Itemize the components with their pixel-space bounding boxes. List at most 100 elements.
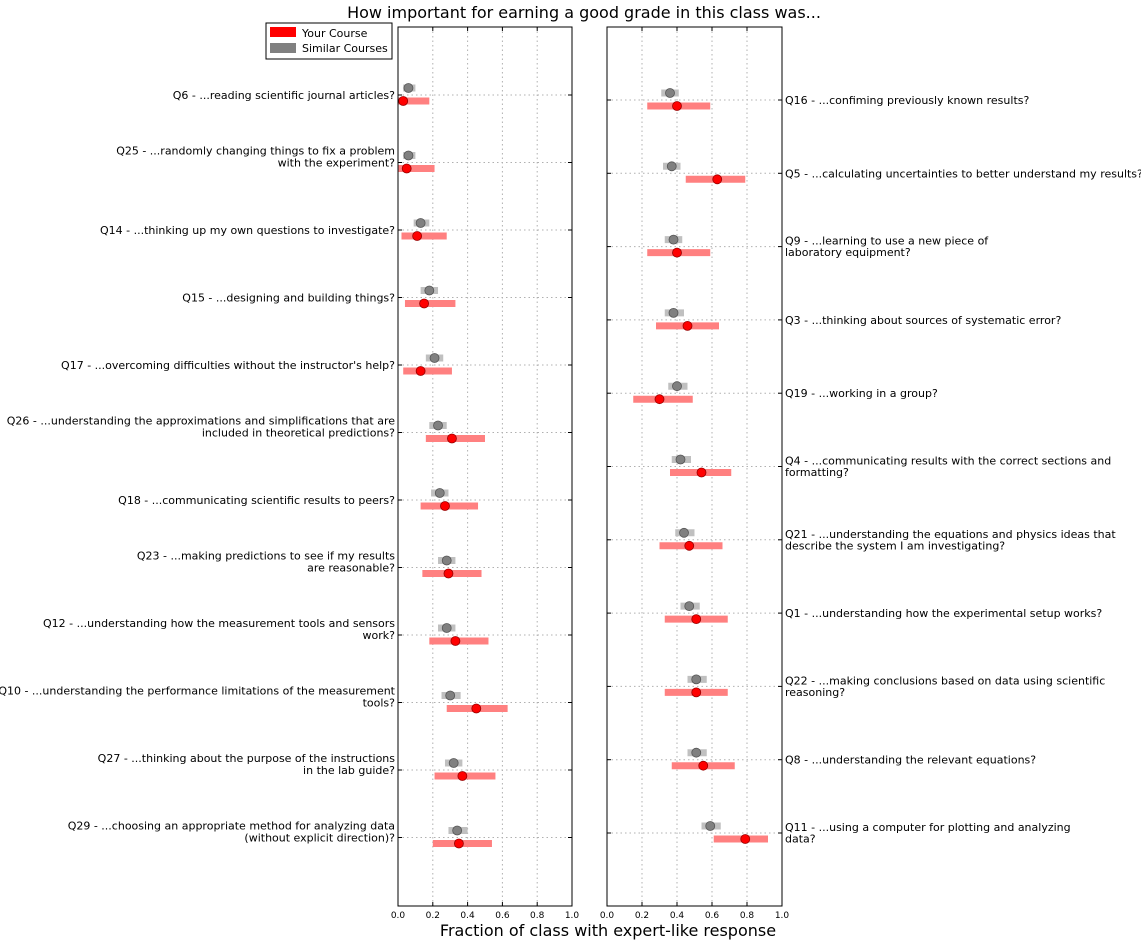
question-label: in the lab guide? [303, 764, 395, 777]
x-tick-label: 0.4 [670, 911, 685, 921]
your-course-point [691, 614, 702, 624]
question-label: Q29 - ...choosing an appropriate method … [68, 820, 395, 833]
panel-frame [397, 26, 573, 907]
similar-courses-point [705, 821, 716, 831]
your-course-point [412, 231, 423, 241]
question-label: Q22 - ...making conclusions based on dat… [785, 674, 1105, 687]
question-label: Q16 - ...confiming previously known resu… [785, 94, 1029, 107]
x-tick-label: 0.8 [740, 911, 755, 921]
x-tick-label: 0.2 [426, 911, 440, 921]
panel-frame [606, 26, 783, 907]
your-course-point [471, 703, 482, 714]
question-label: Q3 - ...thinking about sources of system… [785, 314, 1061, 327]
chart-title: How important for earning a good grade i… [347, 3, 821, 22]
question-label: data? [785, 833, 816, 846]
question-label: Q27 - ...thinking about the purpose of t… [98, 752, 396, 765]
question-label: Q26 - ...understanding the approximation… [7, 415, 395, 428]
your-course-point [712, 174, 723, 185]
question-label: Q11 - ...using a computer for plotting a… [785, 821, 1071, 834]
question-label: reasoning? [785, 686, 845, 699]
similar-courses-point [691, 747, 702, 758]
similar-courses-point [433, 420, 443, 431]
x-tick-label: 0.8 [530, 911, 545, 921]
similar-courses-point [415, 218, 426, 228]
question-label: laboratory equipment? [785, 246, 911, 259]
similar-courses-point [424, 285, 435, 296]
similar-courses-point [691, 674, 702, 685]
similar-courses-point [675, 454, 686, 465]
your-course-point [457, 771, 468, 781]
similar-courses-point [429, 353, 440, 363]
question-label: Q6 - ...reading scientific journal artic… [173, 89, 395, 102]
question-label: Q18 - ...communicating scientific result… [118, 494, 395, 507]
x-tick-label: 1.0 [775, 911, 790, 921]
legend-swatch-your-course [270, 27, 296, 37]
question-label: Q23 - ...making predictions to see if my… [137, 550, 395, 563]
question-label: Q25 - ...randomly changing things to fix… [116, 145, 395, 158]
your-course-point [450, 636, 461, 646]
question-label: tools? [363, 697, 396, 710]
question-label: Q5 - ...calculating uncertainties to bet… [785, 167, 1141, 180]
your-course-point [691, 687, 702, 698]
legend: Your Course Similar Courses [265, 22, 393, 60]
question-label: Q17 - ...overcoming difficulties without… [61, 359, 395, 372]
your-course-point [443, 568, 454, 579]
x-tick-label: 0.0 [391, 911, 406, 921]
question-label: (without explicit direction)? [244, 832, 395, 845]
similar-courses-point [666, 161, 677, 172]
question-label: work? [363, 629, 396, 642]
similar-courses-point [448, 758, 459, 768]
x-tick-label: 0.6 [705, 911, 720, 921]
similar-courses-point [452, 825, 463, 836]
right-panel: 0.0 0.2 0.4 0.6 0.8 1.0 Q16 - ...confiming pre… [600, 26, 1141, 921]
question-label: formatting? [785, 466, 849, 479]
similar-courses-point [441, 555, 452, 566]
similar-courses-point [672, 381, 682, 392]
question-label: Q12 - ...understanding how the measureme… [43, 617, 395, 630]
similar-courses-point [441, 623, 452, 633]
your-course-point [696, 467, 707, 478]
legend-swatch-similar-courses [270, 43, 296, 53]
legend-label-similar-courses: Similar Courses [302, 42, 388, 55]
your-course-point [401, 163, 412, 174]
x-tick-label: 1.0 [565, 911, 580, 921]
x-axis-label: Fraction of class with expert-like respo… [440, 921, 776, 940]
question-label: Q21 - ...understanding the equations and… [785, 528, 1116, 541]
your-course-point [654, 394, 665, 405]
your-course-point [698, 760, 709, 771]
legend-label-your-course: Your Course [301, 27, 368, 40]
your-course-point [682, 320, 693, 331]
similar-courses-point [668, 234, 679, 245]
your-course-point [672, 247, 682, 258]
question-label: Q1 - ...understanding how the experiment… [785, 607, 1102, 620]
similar-courses-point [679, 527, 689, 538]
question-label: Q9 - ...learning to use a new piece of [785, 235, 989, 248]
question-label: Q14 - ...thinking up my own questions to… [100, 224, 395, 237]
your-course-point [447, 433, 457, 444]
similar-courses-point [665, 88, 675, 98]
question-label: Q19 - ...working in a group? [785, 387, 938, 400]
your-course-point [440, 501, 450, 511]
your-course-point [398, 96, 409, 106]
similar-courses-point [434, 488, 445, 498]
your-course-point [419, 298, 430, 309]
question-label: Q15 - ...designing and building things? [182, 292, 395, 305]
your-course-point [415, 366, 426, 376]
question-label: describe the system I am investigating? [785, 539, 1005, 552]
x-tick-label: 0.2 [635, 911, 649, 921]
your-course-point [684, 540, 695, 551]
x-tick-label: 0.4 [460, 911, 475, 921]
your-course-point [672, 101, 682, 111]
left-panel: 0.0 0.2 0.4 0.6 0.8 1.0 Q6 - ...reading scient… [0, 26, 580, 921]
question-label: are reasonable? [307, 562, 395, 575]
question-label: included in theoretical predictions? [202, 427, 395, 440]
similar-courses-point [445, 690, 456, 701]
question-label: with the experiment? [278, 157, 396, 170]
x-tick-label: 0.6 [495, 911, 510, 921]
x-tick-label: 0.0 [600, 911, 615, 921]
question-label: Q10 - ...understanding the performance l… [0, 685, 396, 698]
similar-courses-point [668, 307, 679, 318]
similar-courses-point [684, 601, 695, 611]
question-label: Q4 - ...communicating results with the c… [785, 455, 1111, 468]
